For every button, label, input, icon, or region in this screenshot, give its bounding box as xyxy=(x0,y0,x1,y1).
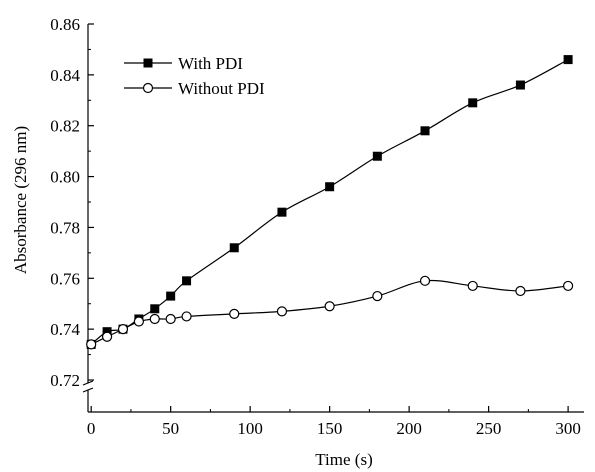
series-line-without-pdi xyxy=(90,279,569,345)
y-tick-label: 0.86 xyxy=(50,15,80,34)
y-tick-label: 0.72 xyxy=(50,371,80,390)
data-point-without-pdi xyxy=(117,324,129,335)
data-point-without-pdi xyxy=(467,280,478,292)
data-point-with-pdi xyxy=(515,80,525,90)
y-tick-label: 0.82 xyxy=(50,117,80,136)
legend-item-without-pdi: Without PDI xyxy=(124,79,265,98)
y-tick-label: 0.80 xyxy=(50,168,80,187)
data-point-with-pdi xyxy=(468,98,478,108)
data-point-without-pdi xyxy=(165,313,176,325)
x-tick-label: 250 xyxy=(476,419,502,438)
data-point-with-pdi xyxy=(229,243,239,253)
data-point-without-pdi xyxy=(149,313,160,325)
series-layer xyxy=(86,55,574,350)
data-point-with-pdi xyxy=(372,151,382,161)
y-axis-label: Absorbance (296 nm) xyxy=(11,126,30,274)
data-point-without-pdi xyxy=(133,316,144,327)
data-point-with-pdi xyxy=(277,207,287,217)
data-point-without-pdi xyxy=(229,308,240,319)
legend-item-with-pdi: With PDI xyxy=(124,54,243,73)
legend: With PDI Without PDI xyxy=(124,54,265,98)
data-point-without-pdi xyxy=(86,339,97,350)
data-point-with-pdi xyxy=(325,182,335,192)
y-tick-label: 0.74 xyxy=(50,320,80,339)
x-tick-label: 100 xyxy=(237,419,263,438)
data-point-with-pdi xyxy=(563,55,573,65)
data-point-with-pdi xyxy=(166,291,176,301)
axes: 0.72 0.74 0.76 0.78 0.80 0.82 0.84 0.86 0 50 100 15… xyxy=(50,15,584,438)
data-point-without-pdi xyxy=(372,290,383,302)
y-axis-break-mark xyxy=(82,387,94,393)
legend-marker-without-pdi xyxy=(142,82,154,94)
data-point-with-pdi xyxy=(182,276,192,286)
data-point-without-pdi xyxy=(324,301,335,312)
y-axis-break-mark xyxy=(82,380,94,386)
data-point-without-pdi xyxy=(181,311,192,322)
x-axis-label: Time (s) xyxy=(315,450,372,469)
x-tick-label: 200 xyxy=(396,419,422,438)
data-point-with-pdi xyxy=(150,304,160,314)
legend-marker-with-pdi xyxy=(143,58,153,68)
data-point-without-pdi xyxy=(515,285,526,297)
x-tick-label: 300 xyxy=(555,419,581,438)
data-point-without-pdi xyxy=(101,331,113,342)
data-point-without-pdi xyxy=(563,280,574,292)
x-tick-label: 0 xyxy=(87,419,96,438)
y-tick-label: 0.84 xyxy=(50,66,80,85)
data-point-with-pdi xyxy=(420,126,430,136)
data-point-without-pdi xyxy=(419,275,431,286)
x-tick-label: 50 xyxy=(162,419,179,438)
y-tick-label: 0.76 xyxy=(50,269,80,288)
x-tick-label: 150 xyxy=(317,419,343,438)
data-point-without-pdi xyxy=(276,306,288,317)
y-tick-label: 0.78 xyxy=(50,218,80,237)
legend-label-with-pdi: With PDI xyxy=(178,54,243,73)
legend-label-without-pdi: Without PDI xyxy=(178,79,265,98)
series-without-pdi xyxy=(86,275,574,350)
